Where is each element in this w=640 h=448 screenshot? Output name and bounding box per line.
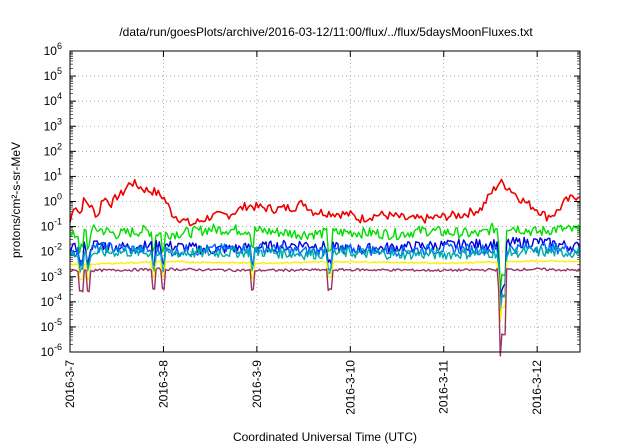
y-tick-label: 10-6 [41, 342, 62, 359]
y-tick-label: 10-2 [41, 242, 62, 259]
chart-title: /data/run/goesPlots/archive/2016-03-12/1… [119, 25, 533, 39]
x-tick-label: 2016-3-12 [530, 360, 544, 415]
series-line-2 [69, 222, 581, 293]
y-tick-label: 10-4 [41, 292, 62, 309]
y-tick-labels: 10-6 10-5 10-4 10-3 10-2 10-1 100 101 102 103 104 1… [41, 41, 62, 359]
x-tick-label: 2016-3-10 [343, 360, 357, 415]
y-tick-label: 10-5 [41, 317, 62, 334]
x-tick-label: 2016-3-7 [63, 360, 77, 408]
y-tick-label: 103 [44, 116, 62, 133]
x-tick-labels: 2016-3-7 2016-3-8 2016-3-9 2016-3-10 2016-3-… [63, 360, 544, 415]
plot-frame [69, 50, 581, 353]
x-tick-label: 2016-3-9 [250, 360, 264, 408]
series-line-6 [69, 259, 581, 323]
x-tick-label: 2016-3-11 [437, 360, 451, 414]
series-line-1 [69, 178, 581, 226]
x-tick-label: 2016-3-8 [156, 360, 170, 408]
x-axis-label: Coordinated Universal Time (UTC) [233, 430, 417, 444]
y-tick-label: 10-1 [41, 217, 62, 234]
y-tick-label: 101 [44, 166, 62, 183]
series-line-7 [69, 267, 581, 357]
y-axis-label: protons/cm²-s-sr-MeV [9, 142, 23, 258]
y-tick-label: 10-3 [41, 267, 62, 284]
y-tick-label: 106 [44, 41, 62, 58]
y-tick-label: 104 [44, 91, 62, 108]
series-line-5 [69, 246, 581, 312]
y-tick-label: 100 [44, 192, 62, 209]
y-tick-label: 105 [44, 66, 62, 83]
y-tick-label: 102 [44, 141, 62, 158]
series-layer [69, 178, 581, 357]
